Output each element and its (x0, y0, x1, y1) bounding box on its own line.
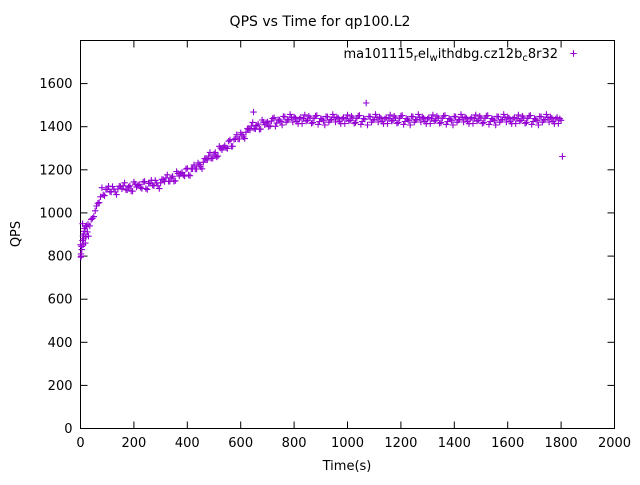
x-tick-label: 1600 (491, 436, 524, 451)
x-tick-label: 200 (121, 436, 146, 451)
y-tick-label: 1200 (39, 163, 72, 178)
y-tick-label: 800 (48, 250, 73, 265)
legend-plus-marker-icon (570, 50, 577, 57)
x-tick-label: 1400 (438, 436, 471, 451)
y-tick-label: 1000 (39, 206, 72, 221)
y-tick-label: 1400 (39, 120, 72, 135)
y-tick-label: 200 (48, 379, 73, 394)
legend: ma101115relwithdbg.cz12bc8r32 (344, 47, 577, 64)
x-tick-label: 400 (175, 436, 200, 451)
plot-border (80, 40, 615, 429)
x-tick-label: 1800 (545, 436, 578, 451)
legend-label: ma101115relwithdbg.cz12bc8r32 (344, 47, 558, 64)
y-axis-label: QPS (9, 221, 24, 247)
y-tick-label: 0 (64, 422, 72, 437)
scatter-points-layer (77, 99, 566, 261)
x-tick-label: 1000 (331, 436, 364, 451)
x-tick-label: 0 (76, 436, 84, 451)
x-tick-label: 600 (228, 436, 253, 451)
y-tick-label: 400 (48, 336, 73, 351)
axis-ticks: 0 200 400 600 800 1000 1200 1400 1600 1800 2000 0 20… (39, 40, 631, 451)
data-points-plus-markers (77, 99, 566, 261)
x-axis-label: Time(s) (322, 459, 372, 474)
x-tick-label: 1200 (384, 436, 417, 451)
chart-title: QPS vs Time for qp100.L2 (230, 14, 411, 30)
y-tick-label: 1600 (39, 77, 72, 92)
x-tick-label: 2000 (598, 436, 631, 451)
x-tick-label: 800 (282, 436, 307, 451)
y-tick-label: 600 (48, 293, 73, 308)
